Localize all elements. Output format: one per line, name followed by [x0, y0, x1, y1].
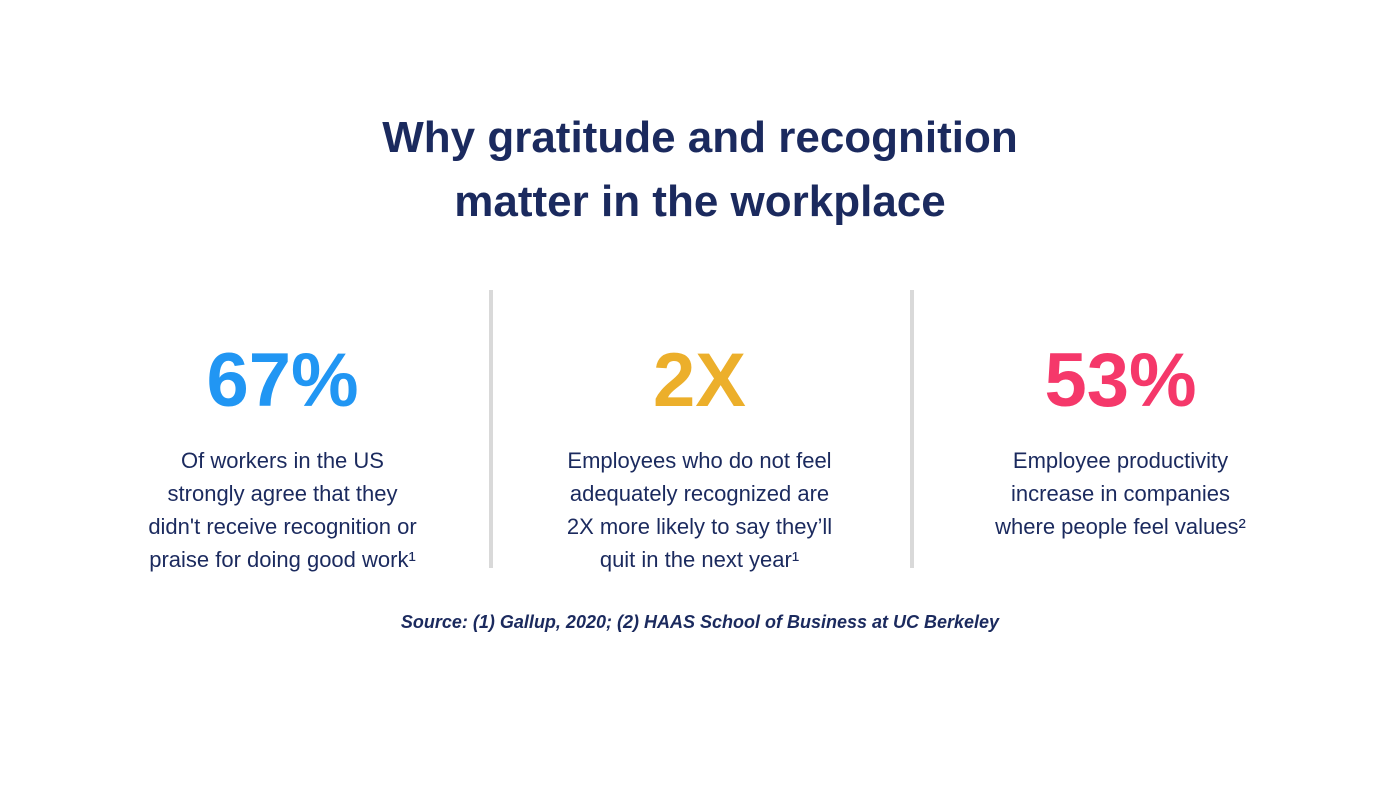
stat-description-line: 2X more likely to say they’ll: [566, 514, 833, 539]
stat-description-line: didn't receive recognition or: [148, 514, 417, 539]
source-citation: Source: (1) Gallup, 2020; (2) HAAS Schoo…: [400, 612, 1000, 632]
column-divider: [910, 290, 914, 568]
stats-row: 67% Of workers in the US strongly agree …: [0, 290, 1400, 572]
stat-value: 67%: [206, 338, 359, 423]
stat-card-productivity: 53% Employee productivity increase in co…: [958, 290, 1283, 568]
stat-description-line: Of workers in the US: [181, 448, 384, 473]
stat-description: Employee productivity increase in compan…: [958, 444, 1283, 543]
stat-description-line: Employees who do not feel: [567, 448, 832, 473]
stat-description-line: praise for doing good work¹: [149, 547, 416, 572]
stat-card-workers-recognition: 67% Of workers in the US strongly agree …: [120, 290, 445, 572]
stat-card-quit-likelihood: 2X Employees who do not feel adequately …: [537, 290, 862, 572]
column-divider: [489, 290, 493, 568]
stat-description: Employees who do not feel adequately rec…: [537, 444, 862, 576]
stat-description-line: increase in companies: [1011, 481, 1230, 506]
stat-description-line: Employee productivity: [1012, 448, 1229, 473]
stat-value: 53%: [1044, 338, 1197, 423]
stat-description-line: where people feel values²: [995, 514, 1246, 539]
stat-description-line: adequately recognized are: [569, 481, 830, 506]
page-title-line-1: Why gratitude and recognition: [382, 113, 1018, 162]
page-title: Why gratitude and recognition matter in …: [0, 106, 1400, 234]
stat-description-line: quit in the next year¹: [599, 547, 800, 572]
stat-value: 2X: [653, 338, 746, 423]
stat-description: Of workers in the US strongly agree that…: [120, 444, 445, 576]
page-title-line-2: matter in the workplace: [454, 177, 946, 226]
stat-description-line: strongly agree that they: [167, 481, 398, 506]
